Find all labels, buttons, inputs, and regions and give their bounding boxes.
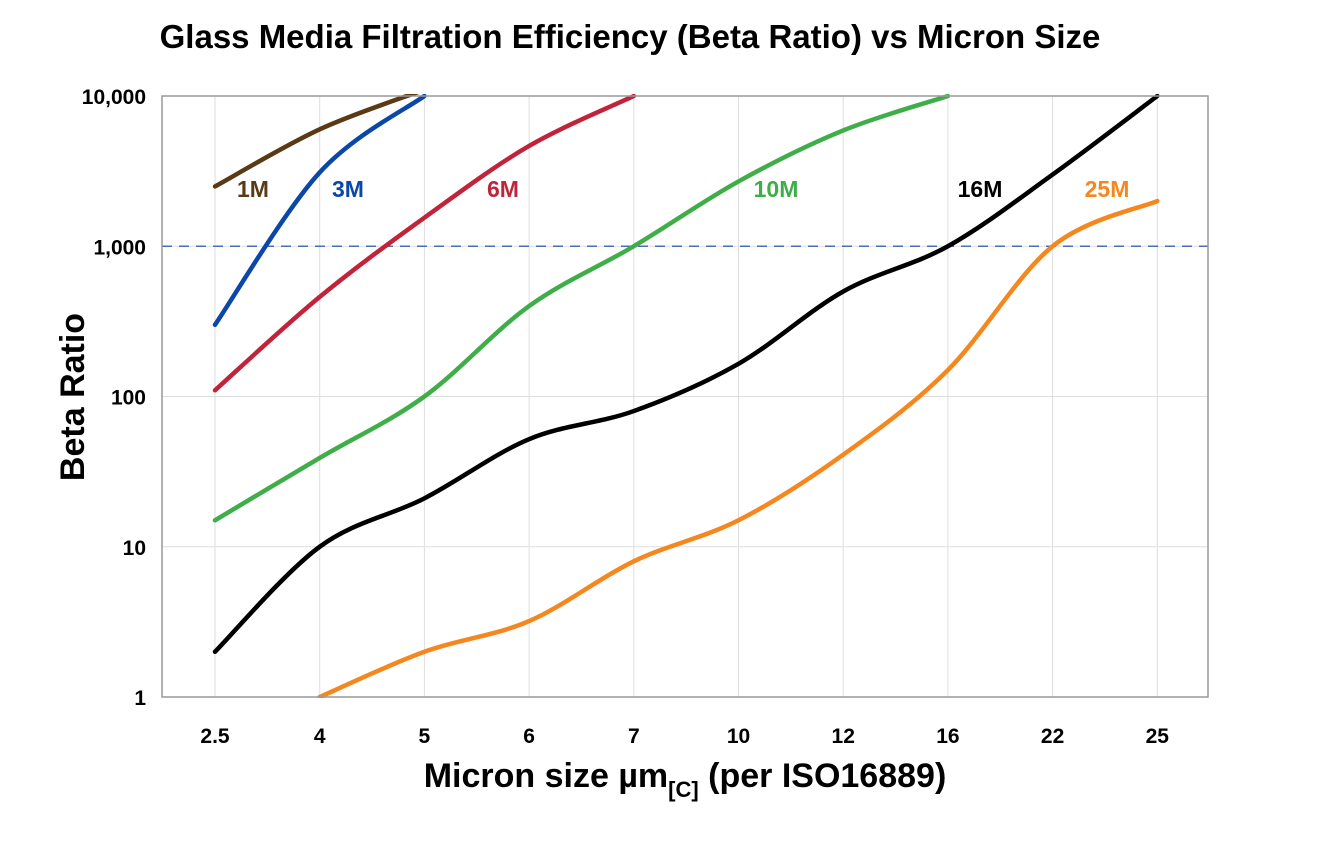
series-label-25M: 25M [1085,176,1130,202]
y-tick-label: 10 [123,537,146,560]
x-tick-label: 7 [628,725,640,748]
series-line-1M [212,94,420,189]
series-label-6M: 6M [487,176,519,202]
series-line-3M [212,94,427,328]
y-tick-label: 1 [134,687,146,710]
x-tick-label: 10 [727,725,750,748]
series-line-16M [212,94,1160,655]
y-tick-label: 100 [111,387,146,410]
series-line-25M [317,198,1160,698]
y-axis-label: Beta Ratio [54,313,92,481]
x-tick-label: 2.5 [200,725,230,748]
x-tick-label: 25 [1146,725,1170,748]
series-label-3M: 3M [332,176,364,202]
series-label-1M: 1M [237,176,269,202]
x-tick-label: 22 [1041,725,1064,748]
series-line-10M [212,94,951,523]
y-tick-label: 10,000 [82,86,146,109]
x-axis-label: Micron size µm[C] (per ISO16889) [424,757,947,802]
x-tick-label: 16 [936,725,959,748]
x-tick-label: 6 [523,725,535,748]
x-tick-label: 12 [832,725,855,748]
series-label-10M: 10M [754,176,799,202]
series-line-6M [212,94,637,393]
plot-frame [161,95,1209,698]
series-label-16M: 16M [958,176,1003,202]
y-tick-label: 1,000 [93,236,146,259]
x-tick-label: 5 [419,725,431,748]
x-tick-label: 4 [314,725,326,748]
chart-title: Glass Media Filtration Efficiency (Beta … [159,18,1101,55]
